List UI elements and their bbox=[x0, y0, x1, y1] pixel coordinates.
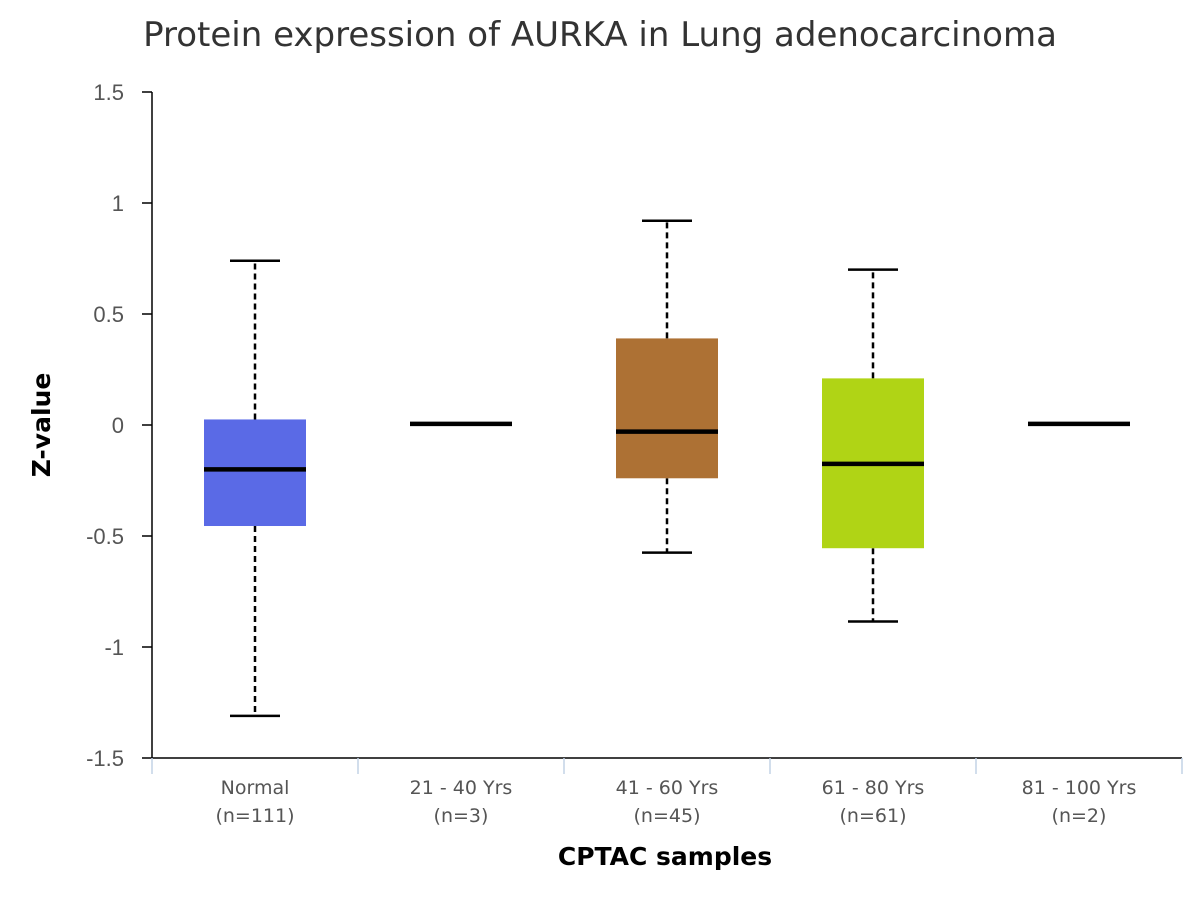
iqr-box bbox=[616, 338, 718, 479]
y-tick-label: 0.5 bbox=[93, 302, 124, 327]
x-category-count: (n=61) bbox=[840, 805, 907, 827]
box-group bbox=[616, 219, 718, 554]
box-marks bbox=[204, 219, 1130, 718]
x-category-count: (n=2) bbox=[1052, 805, 1107, 827]
chart-title: Protein expression of AURKA in Lung aden… bbox=[143, 15, 1057, 55]
y-tick-label: 1.5 bbox=[93, 80, 124, 105]
y-tick-label: -0.5 bbox=[86, 524, 124, 549]
box-group bbox=[822, 268, 924, 623]
x-category-label: 41 - 60 Yrs bbox=[616, 777, 719, 799]
box-group bbox=[204, 259, 306, 718]
x-category-label: 21 - 40 Yrs bbox=[410, 777, 513, 799]
iqr-box bbox=[204, 419, 306, 527]
y-tick-label: -1.5 bbox=[86, 746, 124, 771]
x-category-label: Normal bbox=[221, 777, 290, 799]
x-category-count: (n=45) bbox=[634, 805, 701, 827]
x-category-count: (n=111) bbox=[215, 805, 294, 827]
y-tick-label: 0 bbox=[112, 413, 124, 438]
x-category-label: 61 - 80 Yrs bbox=[822, 777, 925, 799]
axes: 1.5 1 0.5 0 -0.5 -1 -1.5 Normal (n=111) 21 - 40 Y… bbox=[86, 80, 1183, 827]
x-category-count: (n=3) bbox=[434, 805, 489, 827]
x-category-label: 81 - 100 Yrs bbox=[1022, 777, 1137, 799]
y-tick-label: 1 bbox=[112, 191, 124, 216]
y-tick-label: -1 bbox=[104, 635, 124, 660]
y-axis-label: Z-value bbox=[27, 373, 56, 478]
x-axis-label: CPTAC samples bbox=[558, 842, 772, 871]
